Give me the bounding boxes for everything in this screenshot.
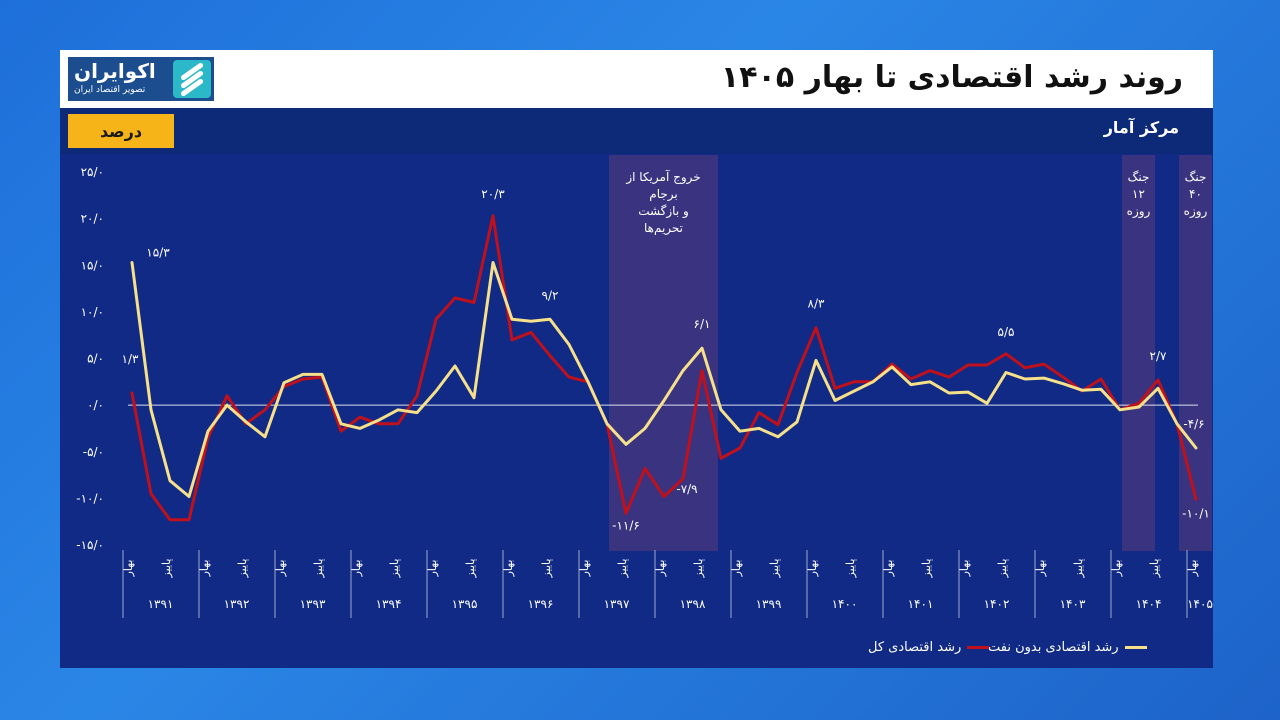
event-band-label: ۴۰	[1189, 187, 1202, 201]
header-bar: اکوایران تصویر اقتصاد ایران روند رشد اقت…	[60, 50, 1213, 108]
legend-item-total: رشد اقتصادی کل	[868, 637, 990, 657]
x-season-label: بهار	[426, 560, 439, 578]
data-label: ۲۰/۳	[481, 187, 505, 201]
y-tick-label: ۱۵/۰	[81, 258, 104, 272]
event-band-label: جنگ	[1185, 170, 1207, 184]
x-year-label: ۱۴۰۲	[984, 597, 1010, 611]
x-season-label: پاییز	[768, 559, 781, 579]
x-season-label: پاییز	[996, 559, 1009, 579]
y-tick-label: -۵/۰	[83, 445, 104, 459]
x-season-label: پاییز	[616, 559, 629, 579]
data-label: ۱/۳	[122, 352, 139, 366]
event-band-label: ۱۲	[1132, 187, 1145, 201]
x-season-label: پاییز	[1148, 559, 1161, 579]
y-tick-label: ۱۰/۰	[81, 305, 104, 319]
x-season-label: بهار	[274, 560, 287, 578]
page-title: روند رشد اقتصادی تا بهار ۱۴۰۵	[720, 60, 1183, 95]
event-band-label: تحریم‌ها	[644, 221, 683, 236]
data-label: -۷/۹	[676, 482, 697, 496]
source-label: مرکز آمار	[1103, 118, 1179, 137]
event-band-label: و بازگشت	[638, 204, 689, 219]
data-label: ۵/۵	[998, 325, 1015, 339]
x-season-label: پاییز	[540, 559, 553, 579]
x-season-label: بهار	[502, 560, 515, 578]
series-line-total	[130, 214, 1198, 522]
chart-card: اکوایران تصویر اقتصاد ایران روند رشد اقت…	[60, 50, 1213, 668]
x-season-label: بهار	[654, 560, 667, 578]
x-season-label: بهار	[350, 560, 363, 578]
x-year-label: ۱۴۰۳	[1060, 597, 1086, 611]
event-band	[1179, 155, 1212, 551]
x-season-label: پاییز	[692, 559, 705, 579]
x-season-label: پاییز	[464, 559, 477, 579]
data-label: ۸/۳	[808, 297, 825, 311]
x-season-label: پاییز	[920, 559, 933, 579]
x-season-label: بهار	[1034, 560, 1047, 578]
logo-mark-icon	[173, 60, 211, 98]
x-season-label: پاییز	[844, 559, 857, 579]
data-label: -۱۱/۶	[612, 518, 640, 532]
x-season-label: پاییز	[236, 559, 249, 579]
y-tick-label: ۰/۰	[87, 398, 104, 412]
x-season-label: پاییز	[160, 559, 173, 579]
x-year-label: ۱۳۹۴	[376, 597, 402, 611]
x-year-label: ۱۴۰۴	[1136, 597, 1162, 611]
event-band-label: روزه	[1184, 204, 1208, 219]
x-season-label: پاییز	[1072, 559, 1085, 579]
growth-chart: خروج آمریکا از برجام و بازگشت تحریم‌ها جنگ ۱۲…	[76, 155, 1213, 618]
x-year-label: ۱۳۹۲	[224, 597, 250, 611]
y-tick-label: ۵/۰	[87, 352, 104, 366]
x-year-label: ۱۳۹۱	[148, 597, 174, 611]
x-year-label: ۱۴۰۰	[832, 597, 858, 611]
legend-swatch-nonoil	[1124, 645, 1147, 649]
unit-badge: درصد	[68, 114, 174, 148]
x-season-label: بهار	[958, 560, 971, 578]
x-season-label: بهار	[1186, 560, 1199, 578]
event-band-label: برجام	[649, 187, 677, 202]
x-year-label: ۱۳۹۶	[528, 597, 554, 611]
x-season-label: پاییز	[312, 559, 325, 579]
x-year-label: ۱۳۹۸	[680, 597, 706, 611]
data-label: -۱۰/۱	[1182, 506, 1210, 520]
x-season-label: بهار	[882, 560, 895, 578]
y-tick-label: ۲۰/۰	[81, 212, 104, 226]
x-year-label: ۱۳۹۷	[604, 597, 630, 611]
logo-tagline: تصویر اقتصاد ایران	[74, 85, 146, 95]
data-label: ۲/۷	[1150, 349, 1167, 363]
x-season-label: بهار	[578, 560, 591, 578]
x-season-label: بهار	[1110, 560, 1123, 578]
event-band	[1122, 155, 1155, 551]
x-season-label: بهار	[730, 560, 743, 578]
x-year-label: ۱۴۰۱	[908, 597, 934, 611]
x-season-label: بهار	[198, 560, 211, 578]
x-season-label: پاییز	[388, 559, 401, 579]
logo-name: اکوایران	[74, 59, 156, 83]
event-band-label: جنگ	[1128, 170, 1150, 184]
ecoiran-logo: اکوایران تصویر اقتصاد ایران	[68, 57, 214, 101]
data-label: -۴/۶	[1183, 417, 1204, 431]
x-season-label: بهار	[806, 560, 819, 578]
y-tick-label: -۱۰/۰	[76, 491, 104, 505]
data-label: ۹/۲	[542, 288, 559, 302]
y-tick-label: -۱۵/۰	[76, 538, 104, 552]
event-band-label: خروج آمریکا از	[625, 169, 700, 185]
legend-swatch-total	[967, 645, 990, 649]
x-year-label: ۱۳۹۳	[300, 597, 326, 611]
legend-label-nonoil: رشد اقتصادی بدون نفت	[988, 639, 1119, 655]
data-label: ۱۵/۳	[146, 245, 170, 259]
data-label: ۶/۱	[694, 317, 711, 331]
x-year-label: ۱۴۰۵	[1187, 597, 1213, 611]
x-season-label: بهار	[122, 560, 135, 578]
legend-label-total: رشد اقتصادی کل	[868, 639, 962, 655]
subheader-bar: درصد مرکز آمار	[60, 108, 1213, 154]
series-line-nonoil	[130, 261, 1198, 498]
y-tick-label: ۲۵/۰	[81, 165, 104, 179]
event-band-label: روزه	[1127, 204, 1151, 219]
legend-item-nonoil: رشد اقتصادی بدون نفت	[988, 637, 1147, 657]
x-year-label: ۱۳۹۵	[452, 597, 478, 611]
x-year-label: ۱۳۹۹	[756, 597, 782, 611]
